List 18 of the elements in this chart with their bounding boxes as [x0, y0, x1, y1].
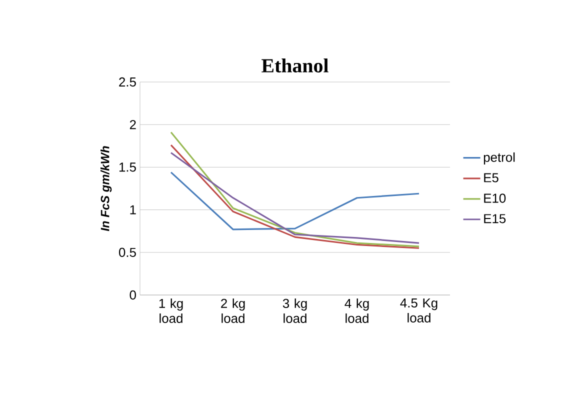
legend-label: E15: [484, 214, 506, 224]
x-tick-label: 1 kg load: [159, 298, 183, 323]
legend-label: petrol: [484, 152, 515, 164]
chart-title: Ethanol: [262, 58, 328, 72]
y-tick-label: 2: [130, 120, 136, 130]
legend-label: E5: [484, 173, 498, 182]
x-tick-label: 3 kg load: [282, 298, 307, 323]
line-series: [170, 172, 420, 230]
y-tick-label: 1: [130, 205, 136, 214]
legend-label: E10: [484, 194, 506, 203]
y-tick-label: 2.5: [119, 77, 136, 87]
x-tick-label: 2 kg load: [221, 298, 245, 323]
x-tick-label: 4 kg load: [344, 298, 369, 323]
x-tick-label: 4.5 Kg load: [400, 298, 438, 322]
y-axis-title: In FcS gm/kWh: [100, 146, 112, 232]
y-tick-label: 0: [130, 290, 136, 300]
y-tick-label: 0.5: [118, 248, 136, 257]
y-tick-label: 1.5: [119, 162, 136, 172]
